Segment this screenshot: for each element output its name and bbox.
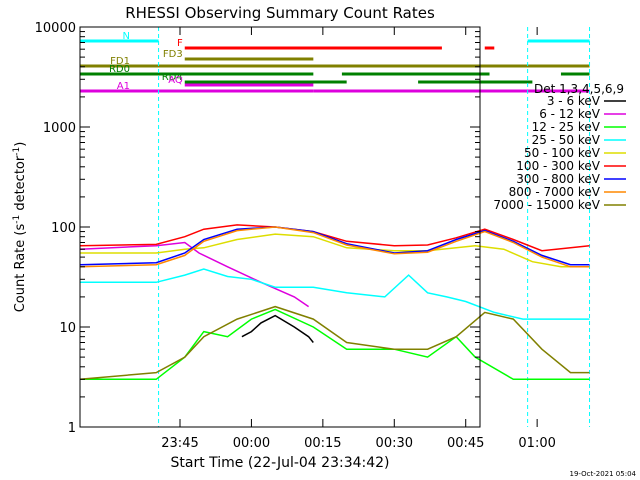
legend-title: Det 1,3,4,5,6,9 xyxy=(534,82,624,96)
series-line xyxy=(79,305,590,381)
svg-text:Count Rate (s-1 detector-1): Count Rate (s-1 detector-1) xyxy=(12,142,28,313)
y-axis: 1 10 100 1000 10000 xyxy=(35,21,480,436)
flag-label-fd3: FD3 xyxy=(163,49,183,60)
legend-label: 100 - 300 keV xyxy=(516,159,600,173)
chart-title: RHESSI Observing Summary Count Rates xyxy=(125,4,435,22)
x-tick-label: 00:00 xyxy=(233,436,270,451)
x-tick-label: 01:00 xyxy=(518,436,555,451)
y-axis-label-exp1: -1 xyxy=(12,215,22,224)
series-line xyxy=(80,308,590,381)
x-tick-label: 00:30 xyxy=(376,436,413,451)
flag-label-aq: AQ xyxy=(168,75,183,86)
y-axis-label-main: Count Rate (s xyxy=(13,224,28,313)
y-axis-label-exp2: -1 xyxy=(12,147,22,156)
legend-label: 800 - 7000 keV xyxy=(509,185,601,199)
y-axis-label-end: ) xyxy=(13,142,28,147)
series-line xyxy=(79,224,590,252)
flag-label-a1: A1 xyxy=(117,81,130,92)
legend-label: 6 - 12 keV xyxy=(539,107,601,121)
series-line xyxy=(79,241,310,308)
series-line xyxy=(241,314,314,343)
flag-label-fd1: FD1 xyxy=(110,56,130,67)
x-tick-label: 23:45 xyxy=(161,436,198,451)
series-line xyxy=(79,226,590,266)
y-tick-label: 1000 xyxy=(43,121,76,136)
y-axis-label-mid: detector xyxy=(13,155,28,215)
y-tick-label: 1 xyxy=(68,421,76,436)
series-line xyxy=(80,268,590,320)
legend-label: 300 - 800 keV xyxy=(516,172,600,186)
x-axis: 23:45 00:00 00:15 00:30 00:45 01:00 xyxy=(161,27,556,451)
flag-label-f: F xyxy=(177,38,183,49)
legend-label: 7000 - 15000 keV xyxy=(493,198,600,212)
series-line xyxy=(79,226,590,268)
legend-label: 25 - 50 keV xyxy=(532,133,601,147)
legend-label: 12 - 25 keV xyxy=(532,120,601,134)
x-tick-label: 00:15 xyxy=(304,436,341,451)
flag-label-rd0: RD0 xyxy=(109,64,130,75)
series-group xyxy=(79,224,590,381)
y-tick-label: 100 xyxy=(51,221,76,236)
footer-date: 19-Oct-2021 05:04 xyxy=(570,470,637,478)
y-tick-label: 10 xyxy=(59,321,76,336)
legend-label: 3 - 6 keV xyxy=(547,94,601,108)
legend-label: 50 - 100 keV xyxy=(524,146,601,160)
flag-label-rd4: RD4 xyxy=(162,72,183,83)
y-axis-label: Count Rate (s-1 detector-1) xyxy=(12,142,28,313)
y-tick-label: 10000 xyxy=(35,21,76,36)
x-axis-label: Start Time (22-Jul-04 23:34:42) xyxy=(170,455,389,471)
flag-label-n: N xyxy=(123,31,130,42)
x-tick-label: 00:45 xyxy=(447,436,484,451)
